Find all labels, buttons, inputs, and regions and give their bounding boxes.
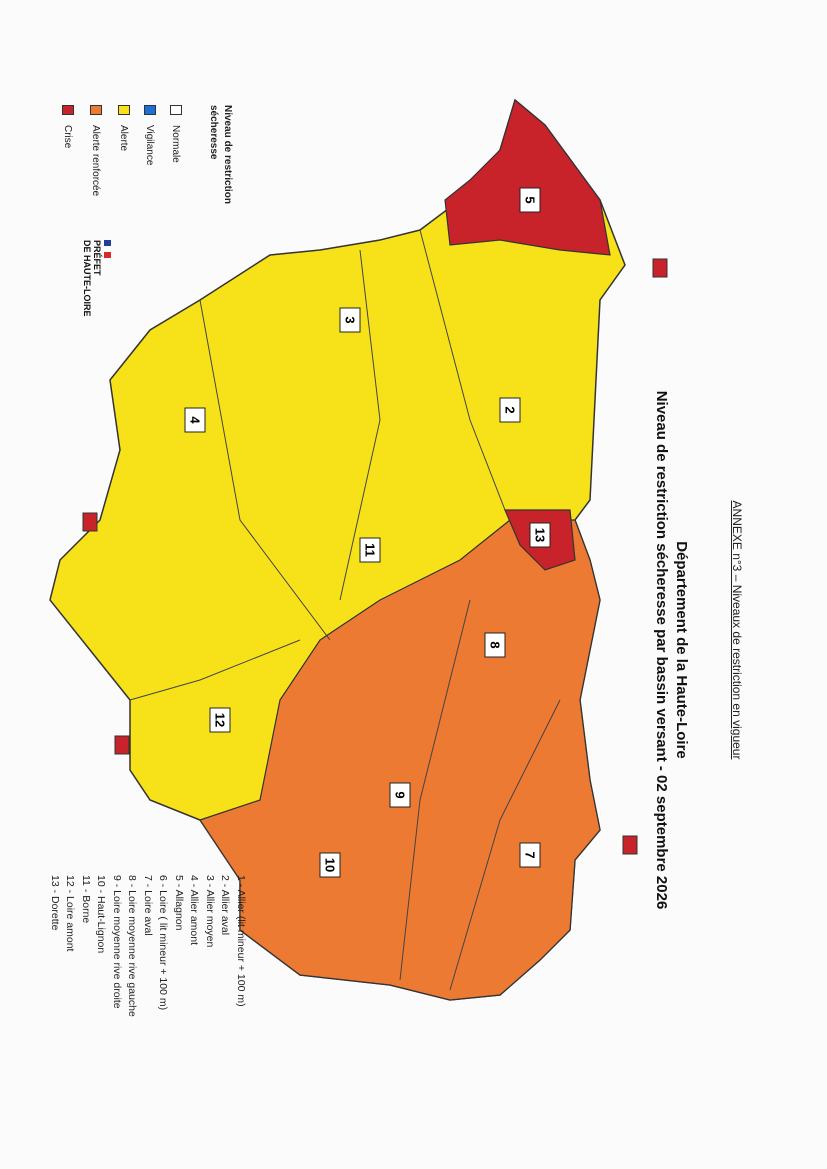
label-box <box>359 537 381 563</box>
basin-entry: 10 - Haut-Lignon <box>95 875 108 954</box>
legend-item: Normale <box>170 105 182 163</box>
basin-entry: 4 - Allier amont <box>188 875 201 946</box>
label-box <box>319 852 341 878</box>
basin-entry: 9 - Loire moyenne rive droite <box>111 875 123 1009</box>
legend-label: Alerte renforcée <box>90 125 102 197</box>
arrow-marker <box>82 512 98 532</box>
logo: PRÉFET DE HAUTE-LOIRE <box>82 240 112 317</box>
label-text: 12 <box>213 713 228 727</box>
label-text: 5 <box>523 196 538 203</box>
label-text: 7 <box>523 851 538 858</box>
basin-list: 1 - Allier (lit mineur + 100 m) 2 - Allie… <box>47 875 249 1017</box>
label-text: 2 <box>503 406 518 413</box>
legend-swatch <box>118 105 130 115</box>
label-box <box>529 522 551 548</box>
label-text: 9 <box>393 791 408 798</box>
basin-label: 4 <box>184 407 206 433</box>
basin-entry: 7 - Loire aval <box>142 875 154 936</box>
label-text: 4 <box>188 416 203 424</box>
subtitle: Niveau de restriction sécheresse par bas… <box>653 390 670 910</box>
rotated-sheet: ANNEXE n°3 – Niveaux de restriction en v… <box>40 90 800 1090</box>
legend-item: Alerte <box>118 105 130 151</box>
basin-label: 9 <box>389 782 411 808</box>
title: Département de la Haute-Loire <box>673 541 690 759</box>
basin-label: 11 <box>359 537 381 563</box>
legend-item: Vigilance <box>144 105 156 165</box>
label-text: 8 <box>488 641 503 648</box>
label-box <box>519 842 541 868</box>
label-text: 3 <box>343 316 358 323</box>
legend-label: Crise <box>62 125 74 149</box>
boundary <box>339 249 381 601</box>
region-crise <box>444 98 611 256</box>
basin-entry: 1 - Allier (lit mineur + 100 m) <box>235 875 247 1007</box>
logo-text: DE HAUTE-LOIRE <box>82 240 92 317</box>
basin-label: 13 <box>529 522 551 548</box>
label-box <box>389 782 411 808</box>
legend-label: Normale <box>170 125 182 163</box>
basin-entry: 12 - Loire amont <box>64 875 77 952</box>
label-box <box>184 407 206 433</box>
boundary <box>419 229 506 511</box>
basin-entry: 2 - Allier aval <box>219 875 232 936</box>
logo-text: PRÉFET <box>92 240 102 276</box>
boundary <box>449 699 561 991</box>
boundary <box>399 599 471 981</box>
label-box <box>484 632 506 658</box>
legend-label: Alerte <box>118 125 130 152</box>
annex-title: ANNEXE n°3 – Niveaux de restriction en v… <box>730 500 744 760</box>
basin-entry: 5 - Allagnon <box>173 875 185 931</box>
legend-swatch <box>62 105 74 115</box>
basin-entry: 13 - Dorette <box>49 875 61 931</box>
legend-swatch <box>144 105 156 115</box>
basin-entry: 11 - Borne <box>80 875 92 924</box>
arrow-marker <box>652 258 668 278</box>
legend-swatch <box>90 105 102 115</box>
basin-label: 7 <box>519 842 541 868</box>
legend-item: Alerte renforcée <box>90 105 102 196</box>
basin-label: 10 <box>319 852 341 878</box>
label-text: 11 <box>363 543 378 557</box>
label-box <box>519 187 541 213</box>
label-box <box>209 707 231 733</box>
boundary <box>129 639 301 701</box>
arrow-marker <box>622 835 638 855</box>
label-box <box>339 307 361 333</box>
basin-label: 12 <box>209 707 231 733</box>
legend-item: Crise <box>62 105 74 148</box>
legend-title: Niveau de restriction sécheresse <box>208 105 233 204</box>
basin-entry: 8 - Loire moyenne rive gauche <box>126 875 139 1017</box>
basin-label: 8 <box>484 632 506 658</box>
basin-label: 5 <box>519 187 541 213</box>
label-text: 10 <box>323 858 338 872</box>
basin-entry: 6 - Loire ( lit mineur + 100 m) <box>157 875 170 1011</box>
label-text: 13 <box>533 528 548 542</box>
basin-label: 2 <box>499 397 521 423</box>
basin-entry: 3 - Allier moyen <box>204 875 216 948</box>
flag <box>102 240 112 317</box>
basin-label: 3 <box>339 307 361 333</box>
boundary <box>199 299 331 641</box>
legend-swatch <box>170 105 182 115</box>
legend-label: Vigilance <box>144 125 156 166</box>
arrow-marker <box>114 735 130 755</box>
label-box <box>499 397 521 423</box>
